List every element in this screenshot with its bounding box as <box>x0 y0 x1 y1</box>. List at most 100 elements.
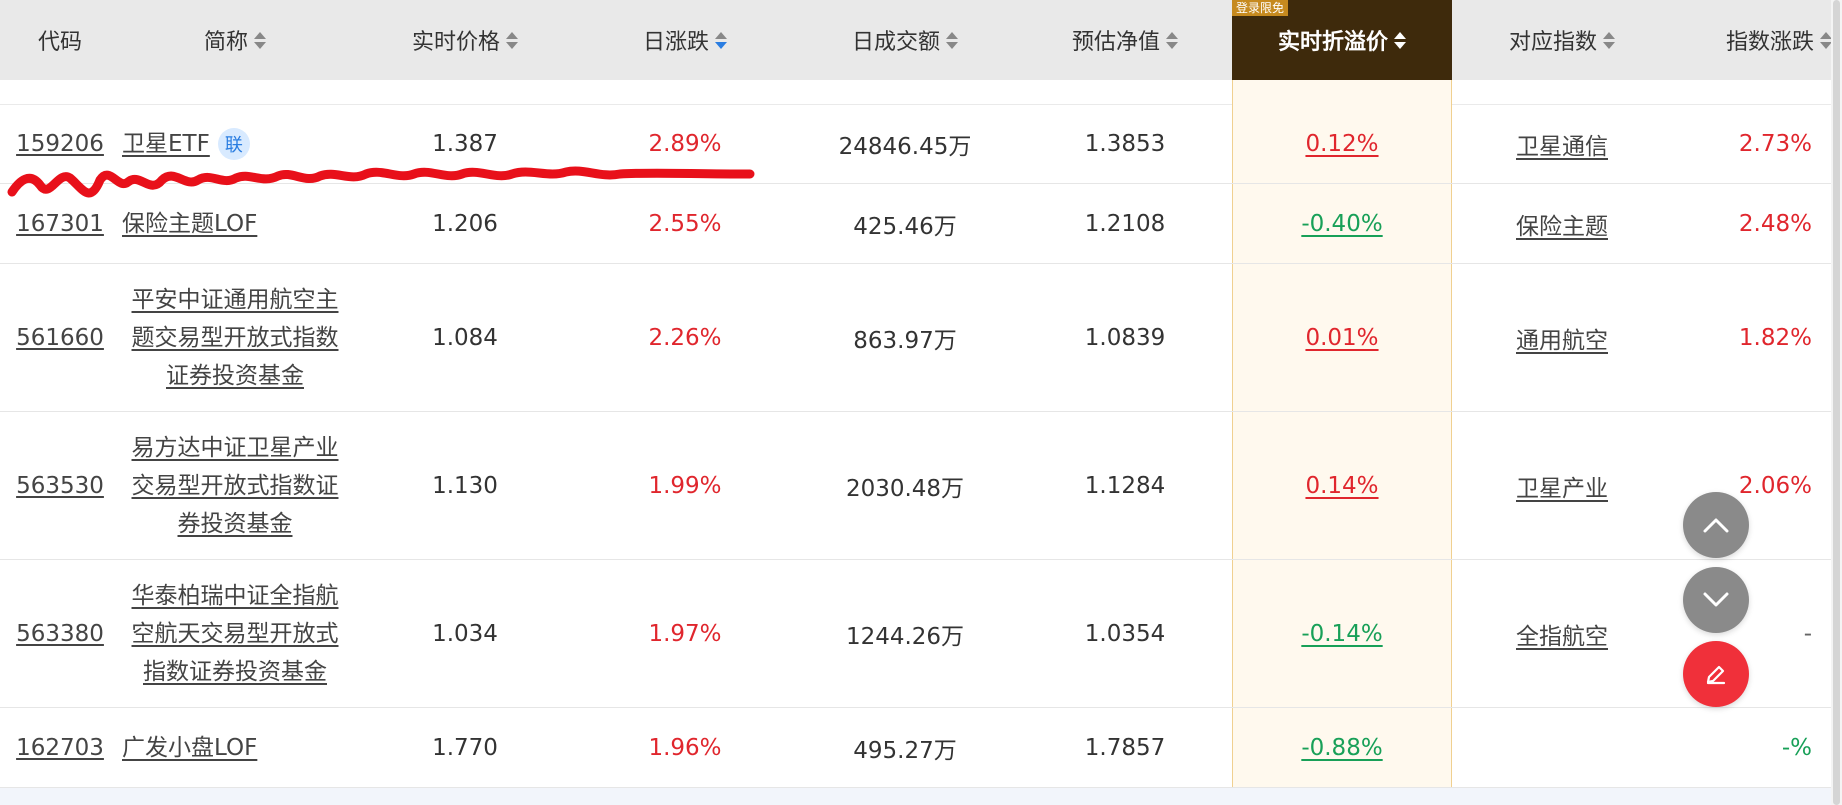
table-row[interactable]: 162703 广发小盘LOF 1.770 1.96% 495.27万 1.785… <box>0 708 1842 788</box>
premium-link[interactable]: 0.14% <box>1305 472 1379 499</box>
fund-name-line[interactable]: 交易型开放式指数证 <box>131 472 339 499</box>
price-value: 1.034 <box>432 620 498 647</box>
fund-name[interactable]: 保险主题LOF <box>120 184 352 263</box>
index-link[interactable] <box>1452 708 1672 787</box>
table-row[interactable]: 561660 平安中证通用航空主 题交易型开放式指数 证券投资基金 1.084 … <box>0 264 1842 412</box>
sort-icon[interactable] <box>1603 31 1615 49</box>
header-index-change[interactable]: 指数涨跌 <box>1672 0 1842 80</box>
pencil-icon <box>1706 665 1726 685</box>
amount-value: 495.27万 <box>853 737 957 764</box>
index-change-value: 2.06% <box>1738 472 1812 499</box>
amount-value: 2030.48万 <box>845 475 965 502</box>
change-value: 1.99% <box>648 472 722 499</box>
nav-value: 1.7857 <box>1084 734 1166 761</box>
fund-name-link[interactable]: 卫星ETF <box>122 130 210 157</box>
fund-name[interactable]: 广发小盘LOF <box>120 708 352 787</box>
scrollbar-thumb[interactable] <box>1833 0 1840 805</box>
scroll-top-button[interactable] <box>1683 492 1749 558</box>
fund-name-line[interactable]: 券投资基金 <box>177 510 293 537</box>
fund-name[interactable]: 平安中证通用航空主 题交易型开放式指数 证券投资基金 <box>120 264 350 411</box>
index-link[interactable]: 卫星通信 <box>1516 133 1608 160</box>
nav-value: 1.2108 <box>1084 210 1166 237</box>
amount-value: 24846.45万 <box>838 133 972 160</box>
premium-link[interactable]: 0.12% <box>1305 130 1379 157</box>
fund-name[interactable]: 华泰柏瑞中证全指航 空航天交易型开放式 指数证券投资基金 <box>120 560 350 707</box>
premium-link[interactable]: -0.40% <box>1301 210 1383 237</box>
index-link[interactable]: 全指航空 <box>1516 623 1608 650</box>
sort-icon[interactable] <box>254 31 266 49</box>
amount-value: 863.97万 <box>853 327 957 354</box>
index-link[interactable]: 卫星产业 <box>1516 475 1608 502</box>
fund-code-link[interactable]: 563530 <box>16 472 104 499</box>
fund-code-link[interactable]: 162703 <box>16 734 104 761</box>
index-change-value: -% <box>1781 734 1812 761</box>
linked-badge: 联 <box>217 127 250 160</box>
fund-name-line[interactable]: 空航天交易型开放式 <box>131 620 339 647</box>
table-header: 代码 简称 实时价格 日涨跌 日成交额 预估净值 对应指数 指数涨跌 <box>0 0 1842 80</box>
edit-button[interactable] <box>1683 641 1749 707</box>
price-value: 1.387 <box>432 130 498 157</box>
price-value: 1.130 <box>432 472 498 499</box>
amount-value: 425.46万 <box>853 213 957 240</box>
fund-code-link[interactable]: 561660 <box>16 324 104 351</box>
red-scribble-annotation <box>7 166 755 198</box>
price-value: 1.084 <box>432 324 498 351</box>
fund-name[interactable]: 易方达中证卫星产业 交易型开放式指数证 券投资基金 <box>120 412 350 559</box>
fund-name-line[interactable]: 平安中证通用航空主 <box>131 286 339 313</box>
fund-name-link[interactable]: 广发小盘LOF <box>122 734 258 761</box>
change-value: 1.97% <box>648 620 722 647</box>
index-change-value: 2.73% <box>1738 130 1812 157</box>
change-value: 2.89% <box>648 130 722 157</box>
sort-icon[interactable] <box>1166 31 1178 49</box>
sort-desc-icon[interactable] <box>715 31 727 49</box>
table-row[interactable]: 563530 易方达中证卫星产业 交易型开放式指数证 券投资基金 1.130 1… <box>0 412 1842 560</box>
index-link[interactable]: 通用航空 <box>1516 327 1608 354</box>
chevron-down-icon <box>1703 592 1729 607</box>
change-value: 2.26% <box>648 324 722 351</box>
header-amount[interactable]: 日成交额 <box>800 0 1010 80</box>
change-value: 2.55% <box>648 210 722 237</box>
sort-icon[interactable] <box>946 31 958 49</box>
table-bottom-strip <box>0 788 1842 805</box>
sort-icon[interactable] <box>1820 31 1832 49</box>
fund-code-link[interactable]: 563380 <box>16 620 104 647</box>
nav-value: 1.0354 <box>1084 620 1166 647</box>
premium-link[interactable]: -0.88% <box>1301 734 1383 761</box>
fund-name[interactable]: 卫星ETF 联 <box>120 104 352 183</box>
sort-icon[interactable] <box>506 31 518 49</box>
fund-code-link[interactable]: 167301 <box>16 210 104 237</box>
fund-name-line[interactable]: 华泰柏瑞中证全指航 <box>131 582 339 609</box>
amount-value: 1244.26万 <box>845 623 965 650</box>
sort-icon[interactable] <box>1394 31 1406 49</box>
header-change[interactable]: 日涨跌 <box>590 0 780 80</box>
fund-name-line[interactable]: 易方达中证卫星产业 <box>131 434 339 461</box>
nav-value: 1.3853 <box>1084 130 1166 157</box>
index-change-value: 2.48% <box>1738 210 1812 237</box>
login-free-tag: 登录限免 <box>1232 0 1289 16</box>
price-value: 1.206 <box>432 210 498 237</box>
fund-name-link[interactable]: 保险主题LOF <box>122 210 258 237</box>
premium-link[interactable]: 0.01% <box>1305 324 1379 351</box>
premium-column-highlight <box>1232 80 1452 805</box>
fund-name-line[interactable]: 证券投资基金 <box>166 362 304 389</box>
header-spacer <box>0 80 1842 105</box>
table-row[interactable]: 563380 华泰柏瑞中证全指航 空航天交易型开放式 指数证券投资基金 1.03… <box>0 560 1842 708</box>
fund-name-line[interactable]: 题交易型开放式指数 <box>131 324 339 351</box>
price-value: 1.770 <box>432 734 498 761</box>
header-nav[interactable]: 预估净值 <box>1030 0 1220 80</box>
change-value: 1.96% <box>648 734 722 761</box>
header-price[interactable]: 实时价格 <box>370 0 560 80</box>
index-change-value: - <box>1803 620 1812 647</box>
table-row[interactable]: 167301 保险主题LOF 1.206 2.55% 425.46万 1.210… <box>0 184 1842 264</box>
premium-link[interactable]: -0.14% <box>1301 620 1383 647</box>
table-row[interactable]: 159206 卫星ETF 联 1.387 2.89% 24846.45万 1.3… <box>0 104 1842 184</box>
index-link[interactable]: 保险主题 <box>1516 213 1608 240</box>
header-index[interactable]: 对应指数 <box>1452 0 1672 80</box>
header-name[interactable]: 简称 <box>120 0 350 80</box>
fund-name-line[interactable]: 指数证券投资基金 <box>143 658 327 685</box>
header-code: 代码 <box>37 30 82 55</box>
scroll-bottom-button[interactable] <box>1683 567 1749 633</box>
nav-value: 1.1284 <box>1084 472 1166 499</box>
fund-code-link[interactable]: 159206 <box>16 130 104 157</box>
chevron-up-icon <box>1703 518 1729 533</box>
